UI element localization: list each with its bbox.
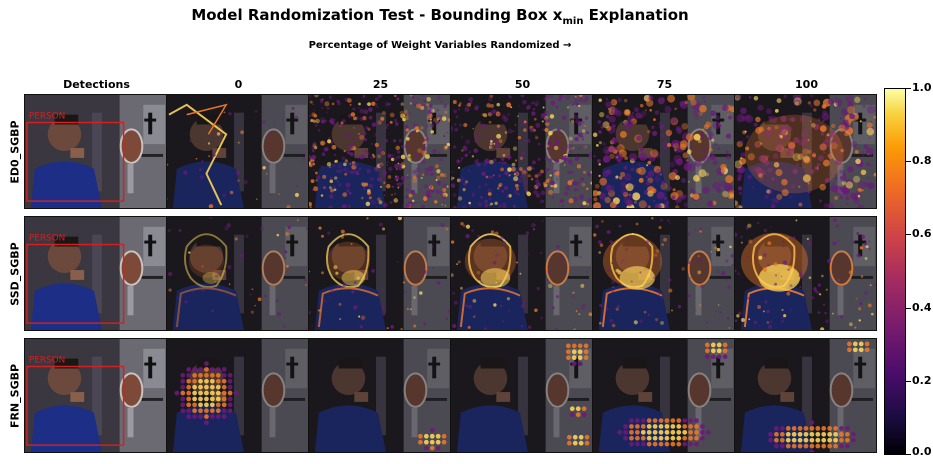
explanation-heatmap xyxy=(308,94,451,209)
colorbar-tick-label: 0.6 xyxy=(912,227,932,240)
column-header-50: 50 xyxy=(514,78,531,91)
explanation-heatmap xyxy=(166,94,309,209)
colorbar-tick xyxy=(906,161,911,162)
explanation-heatmap xyxy=(308,216,451,331)
svg-text:PERSON: PERSON xyxy=(29,356,65,366)
figure-title: Model Randomization Test - Bounding Box … xyxy=(191,6,689,27)
explanation-heatmap xyxy=(734,94,877,209)
row-label-ssd: SSD_SGBP xyxy=(8,241,22,306)
figure-subtitle: Percentage of Weight Variables Randomize… xyxy=(308,40,572,51)
explanation-heatmap xyxy=(592,338,735,453)
colorbar-tick xyxy=(906,381,911,382)
explanation-heatmap xyxy=(166,338,309,453)
colorbar-tick xyxy=(906,308,911,309)
column-header-75: 75 xyxy=(656,78,673,91)
column-header-detections: Detections xyxy=(63,78,130,91)
column-header-0: 0 xyxy=(234,78,243,91)
svg-text:PERSON: PERSON xyxy=(29,234,65,244)
colorbar xyxy=(884,88,906,455)
detection-image: PERSON xyxy=(24,94,167,209)
column-header-100: 100 xyxy=(795,78,818,91)
colorbar-tick xyxy=(906,88,911,89)
row-label-frn: FRN_SGBP xyxy=(8,363,22,428)
explanation-heatmap xyxy=(592,94,735,209)
row-label-ed0: ED0_SGBP xyxy=(8,119,22,184)
explanation-heatmap xyxy=(166,216,309,331)
colorbar-tick-label: 0.8 xyxy=(912,154,932,167)
explanation-heatmap xyxy=(592,216,735,331)
detection-image: PERSON xyxy=(24,216,167,331)
explanation-heatmap xyxy=(450,338,593,453)
colorbar-tick xyxy=(906,234,911,235)
colorbar-tick-label: 0.2 xyxy=(912,374,932,387)
explanation-heatmap xyxy=(308,338,451,453)
explanation-heatmap xyxy=(450,216,593,331)
colorbar-tick-label: 0.4 xyxy=(912,301,932,314)
detection-image: PERSON xyxy=(24,338,167,453)
colorbar-tick xyxy=(906,454,911,455)
column-header-25: 25 xyxy=(372,78,389,91)
explanation-heatmap xyxy=(450,94,593,209)
svg-text:PERSON: PERSON xyxy=(29,112,65,122)
colorbar-tick-label: 1.0 xyxy=(912,81,932,94)
explanation-heatmap xyxy=(734,216,877,331)
colorbar-tick-label: 0.0 xyxy=(912,445,932,458)
explanation-heatmap xyxy=(734,338,877,453)
